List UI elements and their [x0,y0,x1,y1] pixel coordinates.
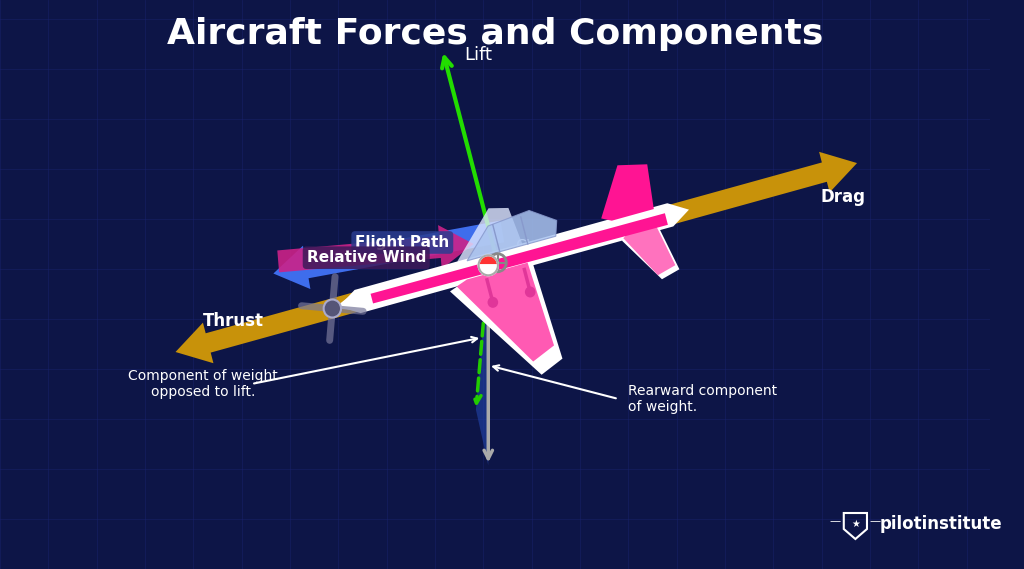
Circle shape [324,299,341,318]
Circle shape [525,286,536,298]
Text: Flight Path: Flight Path [355,235,450,250]
Text: —: — [869,516,881,526]
Text: —: — [829,516,841,526]
Text: Rearward component
of weight.: Rearward component of weight. [629,384,777,414]
Polygon shape [467,211,557,261]
Polygon shape [371,213,668,303]
Text: ★: ★ [851,519,860,529]
Text: CG: CG [506,275,528,290]
Text: Drag: Drag [820,188,865,206]
Polygon shape [175,262,467,363]
Wedge shape [478,265,498,275]
Polygon shape [339,203,689,313]
Polygon shape [450,263,562,375]
Polygon shape [624,226,676,275]
Text: pilotinstitute: pilotinstitute [880,515,1002,533]
Polygon shape [457,263,554,361]
Polygon shape [476,265,488,465]
Text: CL: CL [515,239,535,254]
Polygon shape [273,221,504,289]
Polygon shape [547,152,857,258]
Text: Aircraft Forces and Components: Aircraft Forces and Components [167,17,823,51]
Polygon shape [622,226,679,279]
Polygon shape [601,164,653,221]
Polygon shape [278,225,473,273]
Polygon shape [334,292,360,311]
Text: Thrust: Thrust [203,312,264,330]
Circle shape [487,297,498,308]
Text: Component of weight
opposed to lift.: Component of weight opposed to lift. [128,369,278,399]
Text: Relative Wind: Relative Wind [306,250,426,265]
Text: Lift: Lift [464,46,492,64]
Wedge shape [478,255,498,265]
Polygon shape [458,208,523,264]
